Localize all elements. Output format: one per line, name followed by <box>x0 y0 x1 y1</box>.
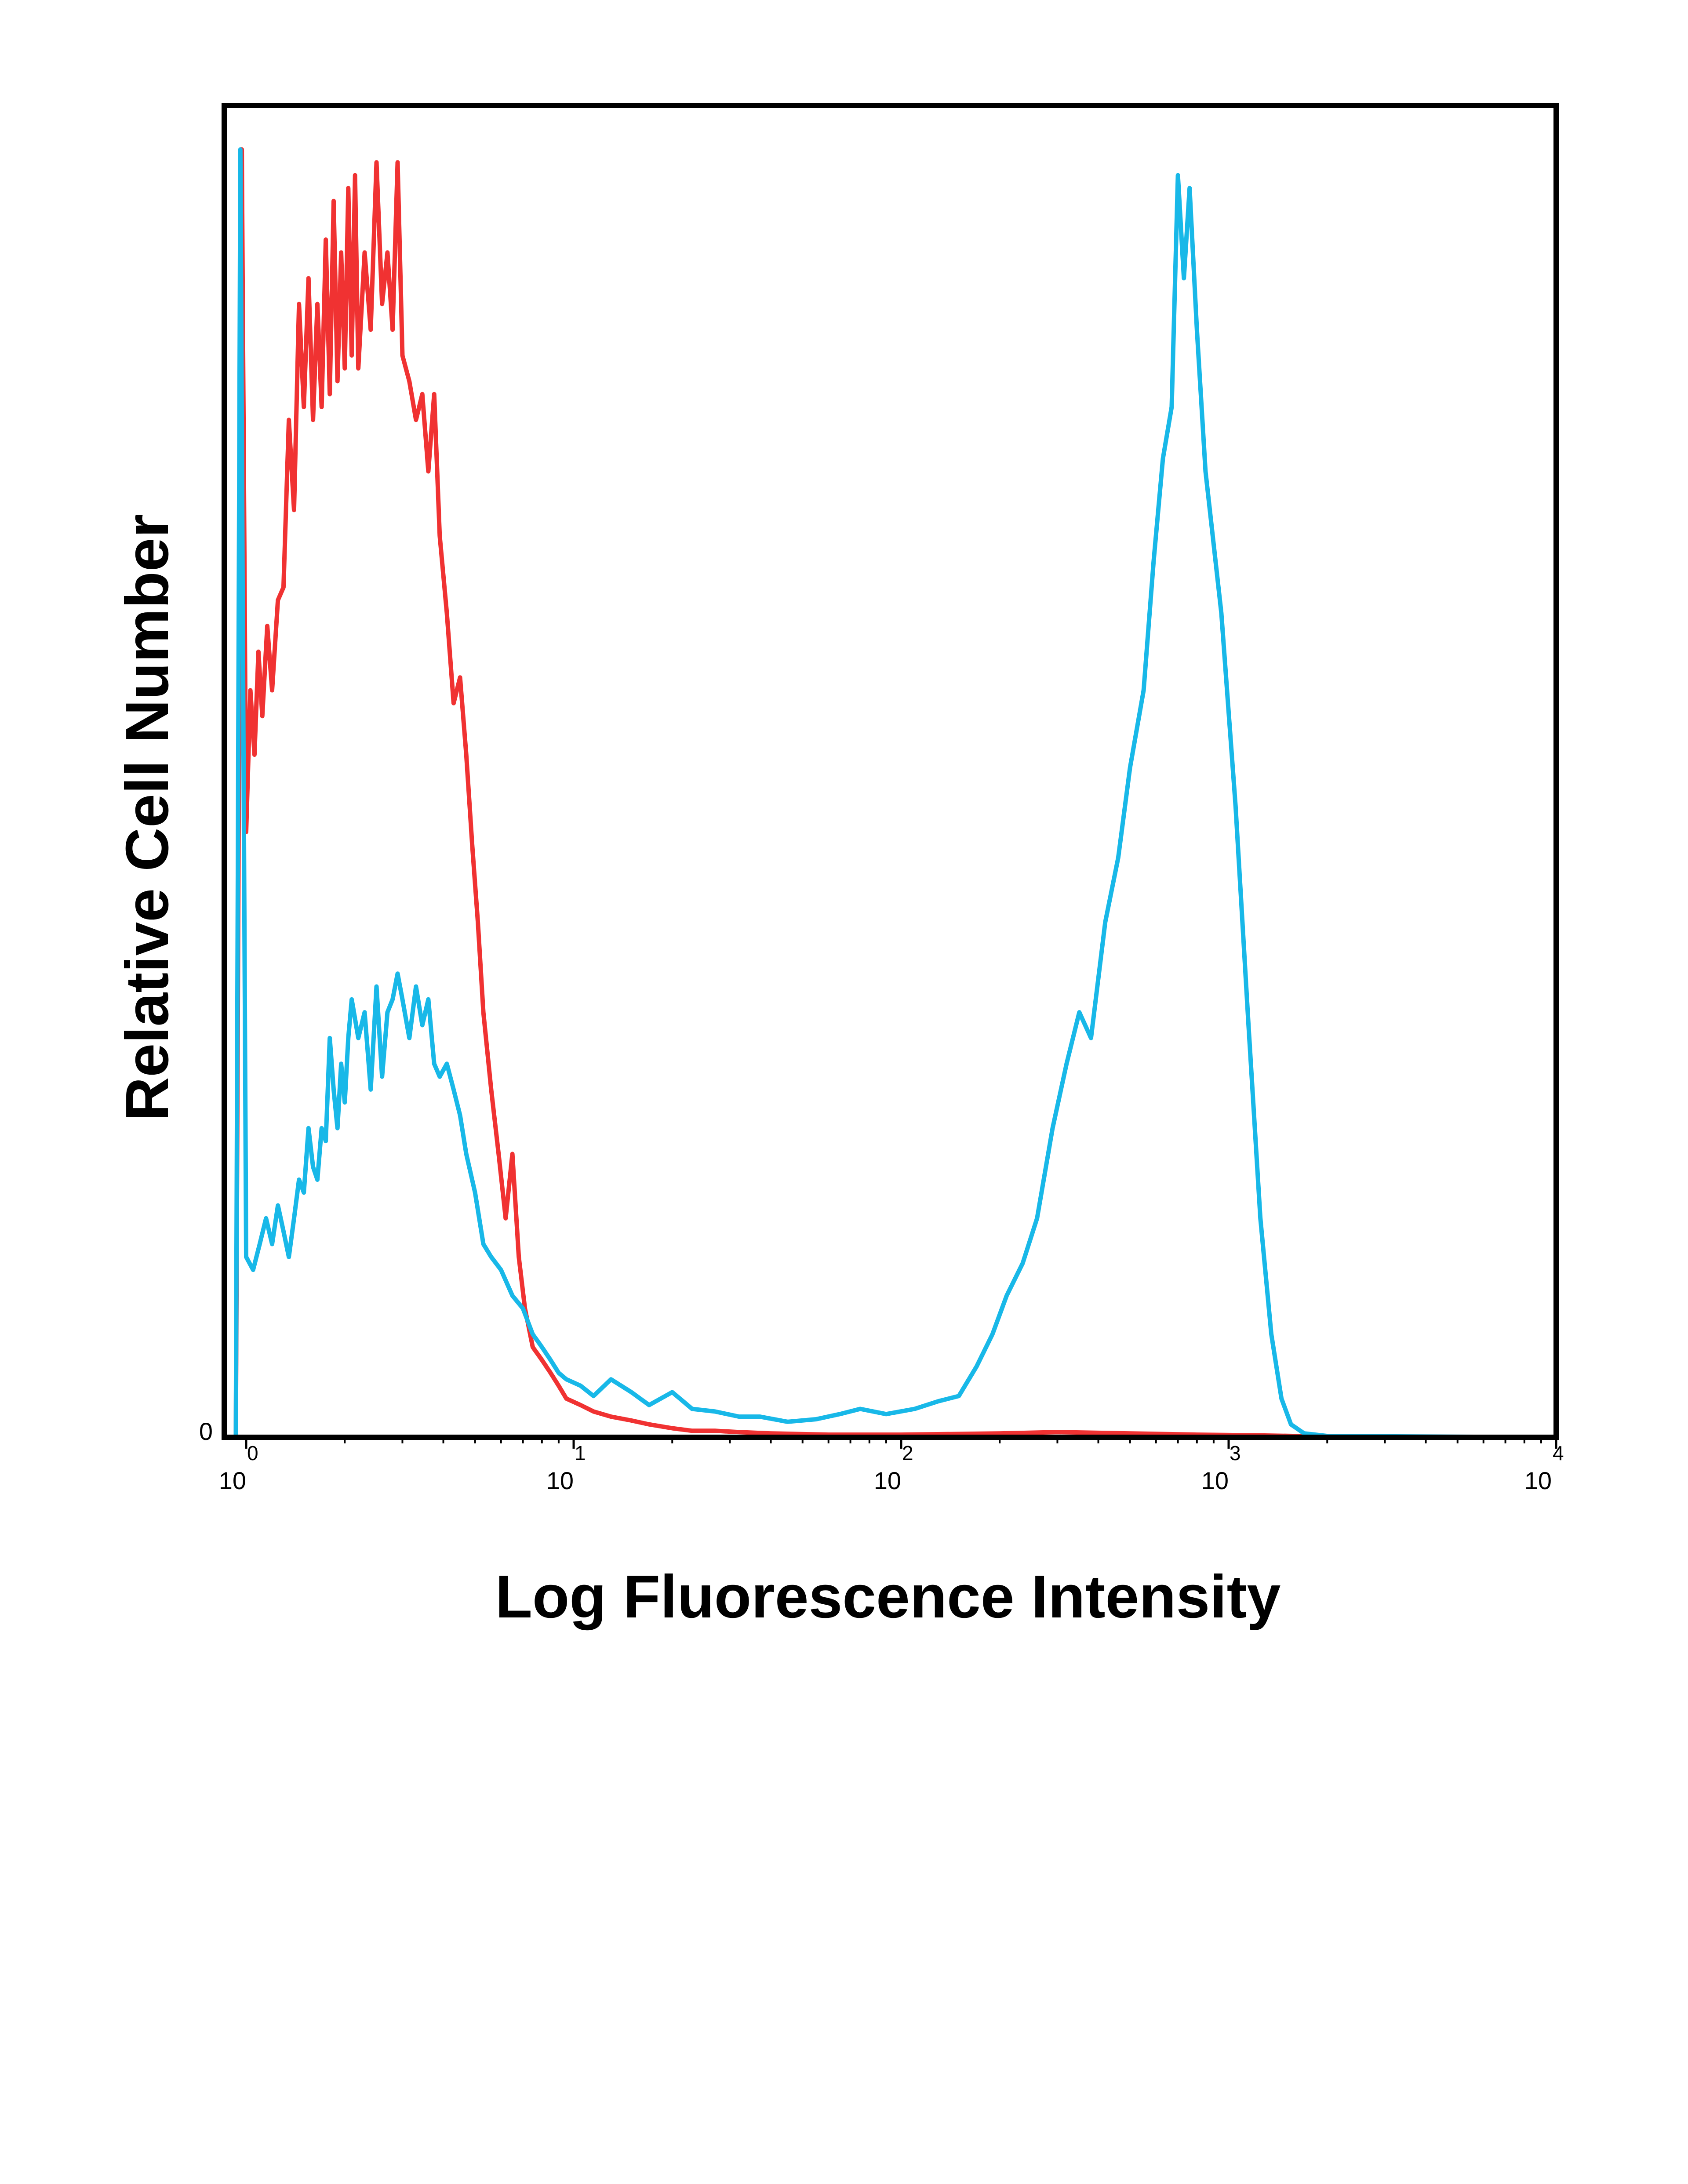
x-tick-exponent: 1 <box>575 1442 586 1464</box>
series-line-2 <box>233 147 1556 1439</box>
y-axis-title: Relative Cell Number <box>113 514 181 1121</box>
x-tick-exponent: 0 <box>247 1442 258 1464</box>
plot-frame <box>222 103 1559 1440</box>
x-tick-exponent: 2 <box>902 1442 913 1464</box>
x-tick-label: 10 <box>219 1467 246 1494</box>
y-tick-label: 0 <box>199 1417 213 1445</box>
x-tick-label: 10 <box>1524 1467 1552 1494</box>
plot-background <box>224 105 1556 1437</box>
x-tick-label: 10 <box>546 1467 574 1494</box>
series-line-1 <box>233 147 1556 1439</box>
x-axis-title: Log Fluorescence Intensity <box>495 1563 1281 1631</box>
series-layer <box>233 147 1556 1439</box>
x-tick-exponent: 4 <box>1553 1442 1564 1464</box>
x-tick-exponent: 3 <box>1230 1442 1241 1464</box>
x-tick-label: 10 <box>1201 1467 1229 1494</box>
y-tick-layer: 0 <box>199 1417 213 1445</box>
x-tick-label: 10 <box>874 1467 901 1494</box>
plot-area <box>222 103 1559 1440</box>
